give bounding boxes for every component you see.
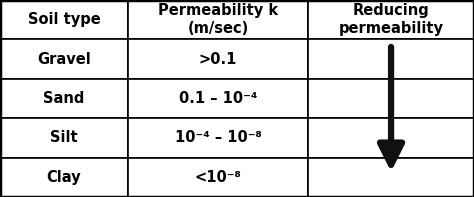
Bar (308, 79, 474, 118)
Text: Sand: Sand (43, 91, 85, 106)
Bar (0, 158, 128, 197)
Bar (128, 79, 308, 118)
Bar (128, 118, 308, 158)
Text: >0.1: >0.1 (199, 52, 237, 67)
Text: Reducing
permeability: Reducing permeability (338, 4, 444, 36)
Text: <10⁻⁸: <10⁻⁸ (195, 170, 241, 185)
Bar (0, 0, 128, 39)
Text: 10⁻⁴ – 10⁻⁸: 10⁻⁴ – 10⁻⁸ (174, 130, 262, 145)
Text: Permeability k
(m/sec): Permeability k (m/sec) (158, 4, 278, 36)
Bar (0, 79, 128, 118)
Text: Silt: Silt (50, 130, 78, 145)
Bar (308, 0, 474, 39)
Bar (128, 0, 308, 39)
Text: Gravel: Gravel (37, 52, 91, 67)
Bar (0, 39, 128, 79)
Bar (308, 118, 474, 158)
Text: Soil type: Soil type (27, 12, 100, 27)
Text: 0.1 – 10⁻⁴: 0.1 – 10⁻⁴ (179, 91, 257, 106)
Bar (308, 158, 474, 197)
Bar (128, 158, 308, 197)
Text: Clay: Clay (46, 170, 82, 185)
Bar (308, 39, 474, 79)
Bar (128, 39, 308, 79)
Bar (0, 118, 128, 158)
